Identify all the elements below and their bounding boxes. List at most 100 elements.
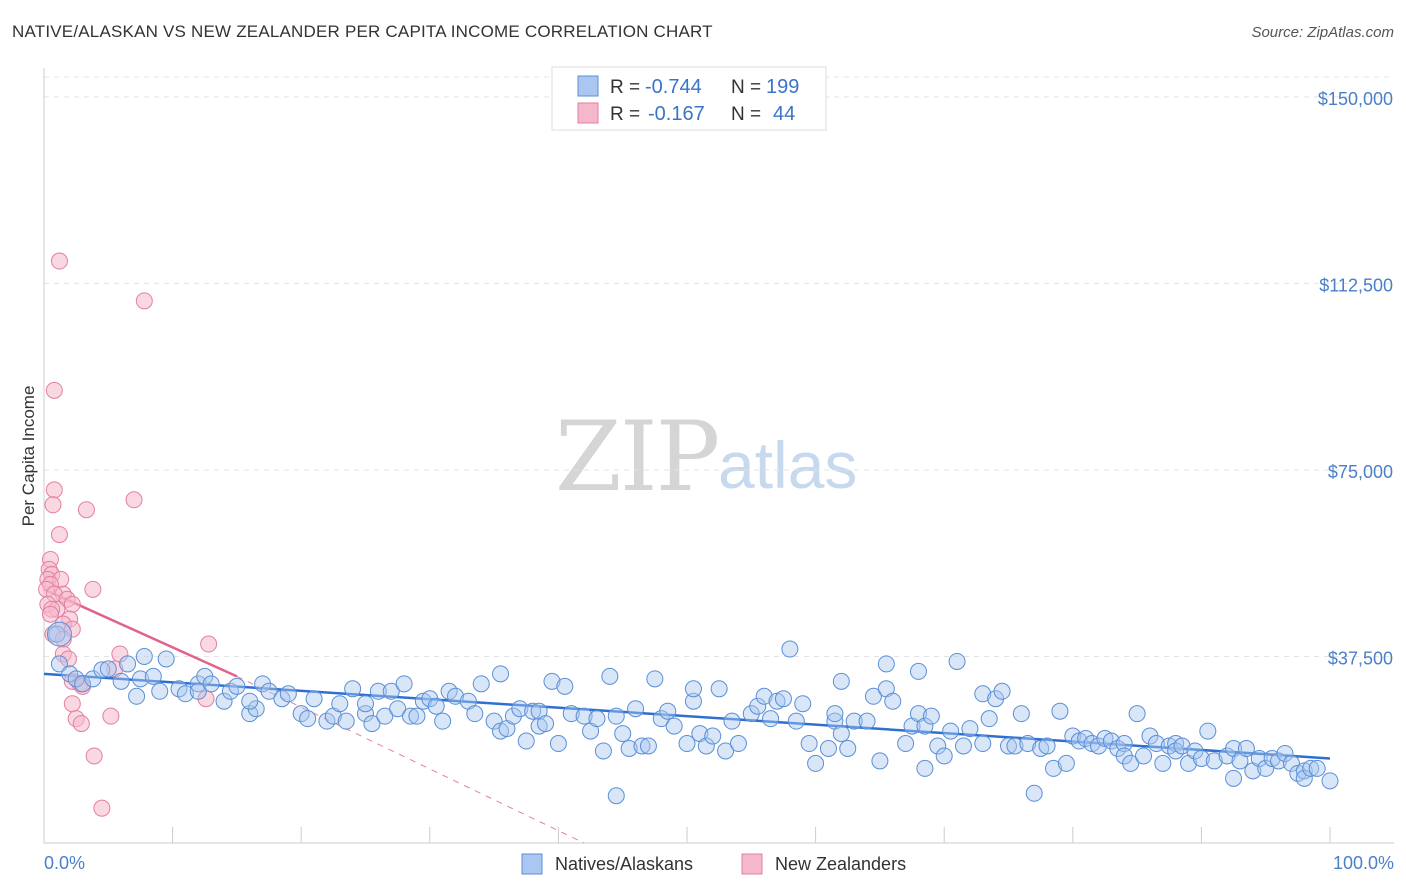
new-zealander-point bbox=[45, 381, 63, 399]
native-alaskan-point bbox=[884, 692, 902, 710]
new-zealander-point bbox=[102, 707, 120, 725]
new-zealander-point bbox=[135, 292, 153, 310]
native-alaskan-point bbox=[620, 739, 638, 757]
legend-label-new-zealanders: New Zealanders bbox=[775, 854, 906, 874]
legend: Natives/Alaskans New Zealanders bbox=[521, 853, 906, 875]
native-alaskan-point bbox=[723, 712, 741, 730]
native-alaskan-point bbox=[74, 675, 92, 693]
natives-alaskans-points bbox=[46, 621, 1339, 805]
native-alaskan-point bbox=[948, 652, 966, 670]
new-zealanders-trendline-extension bbox=[236, 675, 585, 844]
native-alaskan-point bbox=[427, 697, 445, 715]
watermark-atlas: atlas bbox=[718, 428, 857, 502]
y-axis-label: Per Capita Income bbox=[19, 386, 38, 527]
native-alaskan-point bbox=[1051, 702, 1069, 720]
legend-swatch-natives bbox=[521, 853, 543, 875]
native-alaskan-point bbox=[1038, 737, 1056, 755]
native-alaskan-point bbox=[202, 675, 220, 693]
native-alaskan-point bbox=[1006, 737, 1024, 755]
native-alaskan-point bbox=[1115, 735, 1133, 753]
stats-r-value-1: -0.744 bbox=[645, 76, 702, 98]
native-alaskan-point bbox=[1128, 705, 1146, 723]
native-alaskan-point bbox=[575, 707, 593, 725]
native-alaskan-point bbox=[633, 737, 651, 755]
native-alaskan-point bbox=[151, 682, 169, 700]
native-alaskan-point bbox=[1308, 759, 1326, 777]
native-alaskan-point bbox=[337, 712, 355, 730]
native-alaskan-point bbox=[922, 707, 940, 725]
native-alaskan-point bbox=[1250, 749, 1268, 767]
native-alaskan-point bbox=[1295, 769, 1313, 787]
native-alaskan-point bbox=[961, 720, 979, 738]
native-alaskan-point bbox=[402, 707, 420, 725]
y-tick-labels: $37,500 $75,000 $112,500 $150,000 bbox=[1318, 89, 1393, 669]
source-credit: Source: ZipAtlas.com bbox=[1251, 24, 1394, 41]
native-alaskan-point bbox=[395, 675, 413, 693]
new-zealander-point bbox=[41, 605, 59, 623]
native-alaskan-point bbox=[99, 660, 117, 678]
native-alaskan-point bbox=[916, 759, 934, 777]
native-alaskan-point bbox=[710, 680, 728, 698]
native-alaskan-point bbox=[974, 735, 992, 753]
native-alaskan-point bbox=[144, 667, 162, 685]
native-alaskan-point bbox=[331, 695, 349, 713]
native-alaskan-point bbox=[1237, 739, 1255, 757]
native-alaskan-point bbox=[382, 682, 400, 700]
stats-box: R = -0.744 N = 199 R = -0.167 N = 44 bbox=[551, 66, 827, 131]
native-alaskan-point bbox=[357, 695, 374, 713]
native-alaskan-point bbox=[112, 672, 130, 690]
y-tick-label: $112,500 bbox=[1319, 275, 1393, 295]
native-alaskan-point bbox=[871, 752, 889, 770]
native-alaskan-point bbox=[935, 747, 953, 765]
native-alaskan-point bbox=[215, 692, 233, 710]
native-alaskan-point bbox=[492, 665, 510, 683]
y-tick-label: $150,000 bbox=[1318, 89, 1393, 109]
native-alaskan-point bbox=[845, 712, 863, 730]
stats-r-label-2: R = bbox=[610, 104, 640, 125]
new-zealander-point bbox=[200, 635, 218, 653]
legend-swatch-new-zealanders bbox=[741, 853, 763, 875]
native-alaskan-point bbox=[954, 737, 972, 755]
native-alaskan-point bbox=[781, 640, 799, 658]
native-alaskan-point bbox=[543, 672, 561, 690]
native-alaskan-point bbox=[1302, 759, 1320, 777]
new-zealander-point bbox=[50, 252, 68, 270]
new-zealander-point bbox=[44, 496, 62, 514]
watermark: ZIP atlas bbox=[555, 401, 857, 513]
native-alaskan-point bbox=[119, 655, 137, 673]
native-alaskan-point bbox=[447, 687, 465, 705]
new-zealander-point bbox=[85, 747, 103, 765]
native-alaskan-point bbox=[864, 687, 882, 705]
native-alaskan-point bbox=[993, 682, 1011, 700]
stats-n-label-2: N = bbox=[731, 104, 761, 125]
native-alaskan-point bbox=[588, 710, 606, 728]
native-alaskan-point bbox=[279, 685, 297, 703]
native-alaskan-point bbox=[1135, 747, 1153, 765]
native-alaskan-point bbox=[1122, 754, 1140, 772]
native-alaskan-point bbox=[260, 682, 278, 700]
native-alaskan-point bbox=[1154, 754, 1172, 772]
native-alaskan-point bbox=[135, 647, 153, 665]
native-alaskan-point bbox=[749, 697, 767, 715]
native-alaskan-point bbox=[665, 717, 683, 735]
native-alaskan-point bbox=[787, 712, 805, 730]
stats-swatch-pink bbox=[577, 102, 599, 124]
native-alaskan-point bbox=[1321, 772, 1339, 790]
native-alaskan-point bbox=[684, 680, 702, 698]
native-alaskan-point-large bbox=[46, 621, 72, 647]
native-alaskan-point bbox=[1199, 722, 1217, 740]
native-alaskan-point bbox=[980, 710, 998, 728]
native-alaskan-point bbox=[1012, 705, 1030, 723]
native-alaskan-point bbox=[684, 692, 702, 710]
new-zealander-point bbox=[93, 799, 111, 817]
native-alaskan-point bbox=[466, 705, 484, 723]
native-alaskan-point bbox=[1147, 735, 1165, 753]
new-zealander-point bbox=[72, 715, 90, 733]
native-alaskan-point bbox=[1276, 744, 1294, 762]
native-alaskan-point bbox=[1205, 752, 1223, 770]
new-zealander-point bbox=[63, 695, 81, 713]
native-alaskan-point bbox=[472, 675, 490, 693]
native-alaskan-point bbox=[717, 742, 735, 760]
native-alaskan-point bbox=[807, 754, 825, 772]
new-zealander-point bbox=[50, 526, 68, 544]
